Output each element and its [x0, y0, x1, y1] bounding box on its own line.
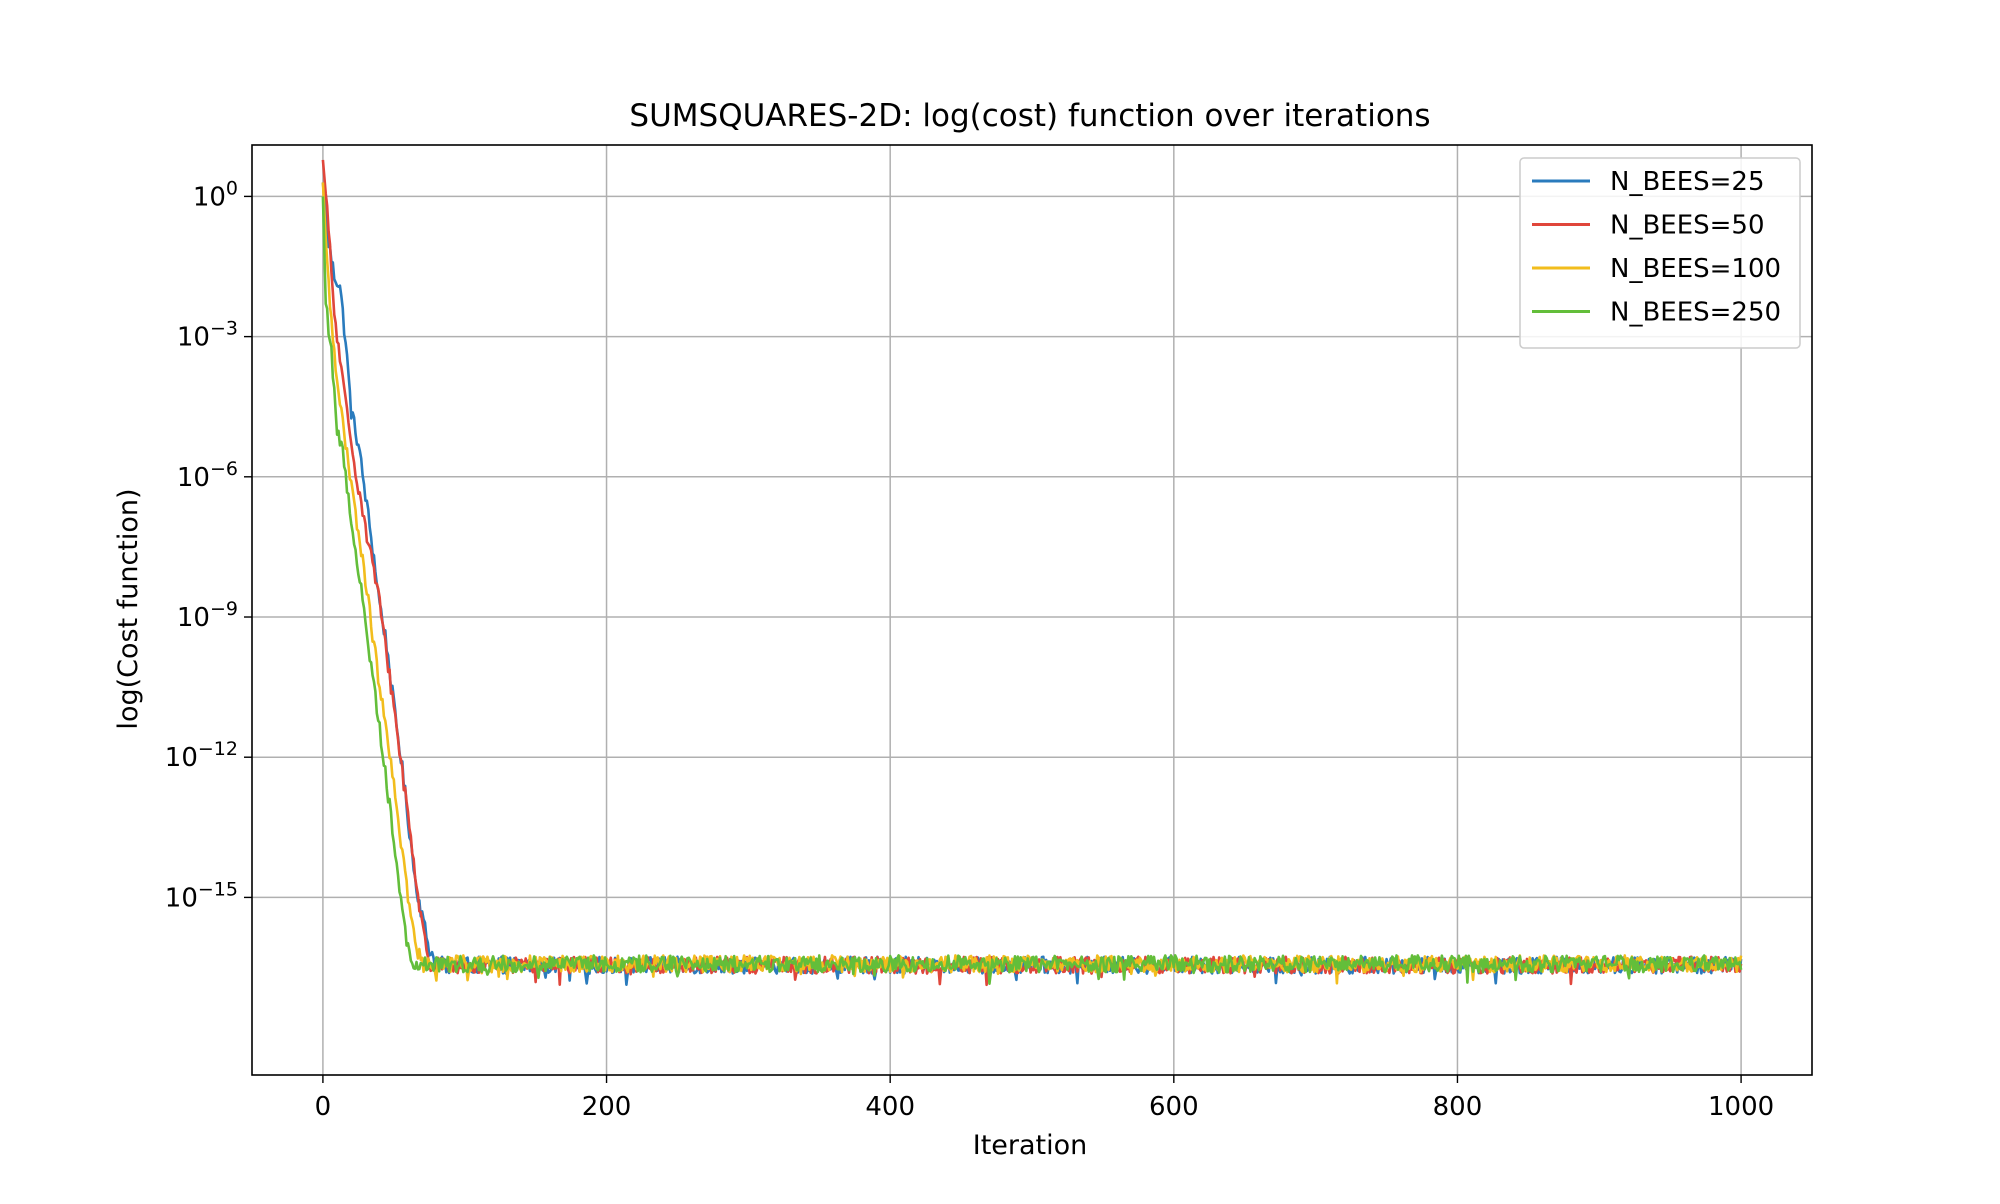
legend: N_BEES=25 N_BEES=50 N_BEES=100 N_BEES=250 — [1519, 157, 1801, 349]
legend-label: N_BEES=250 — [1610, 298, 1781, 328]
series-lines — [321, 159, 1743, 987]
y-tick-label: 100 — [193, 177, 238, 212]
x-axis-label: Iteration — [973, 1130, 1088, 1161]
x-axis-ticks: 0 200 400 600 800 1000 — [315, 1075, 1774, 1122]
chart-title: SUMSQUARES-2D: log(cost) function over i… — [629, 98, 1430, 134]
legend-label: N_BEES=50 — [1610, 211, 1765, 241]
legend-box — [1519, 157, 1801, 349]
y-tick-label: 10−3 — [177, 318, 238, 353]
x-tick-label: 200 — [582, 1092, 632, 1122]
x-tick-label: 1000 — [1708, 1092, 1774, 1122]
y-axis-ticks: 100 10−3 10−6 10−9 10−12 10−15 — [165, 177, 252, 913]
plot-frame — [251, 144, 1813, 1076]
x-tick-label: 400 — [865, 1092, 915, 1122]
legend-label: N_BEES=100 — [1610, 254, 1781, 284]
y-tick-label: 10−6 — [177, 458, 238, 493]
y-tick-label: 10−15 — [165, 878, 238, 913]
legend-label: N_BEES=25 — [1610, 167, 1765, 197]
y-tick-label: 10−12 — [165, 738, 238, 773]
x-tick-label: 600 — [1149, 1092, 1199, 1122]
y-tick-label: 10−9 — [177, 598, 238, 633]
x-tick-label: 0 — [315, 1092, 332, 1122]
x-tick-label: 800 — [1433, 1092, 1483, 1122]
y-axis-label: log(Cost function) — [113, 488, 144, 729]
series-line-N_BEES=250 — [321, 196, 1743, 985]
series-line-N_BEES=100 — [321, 182, 1743, 985]
